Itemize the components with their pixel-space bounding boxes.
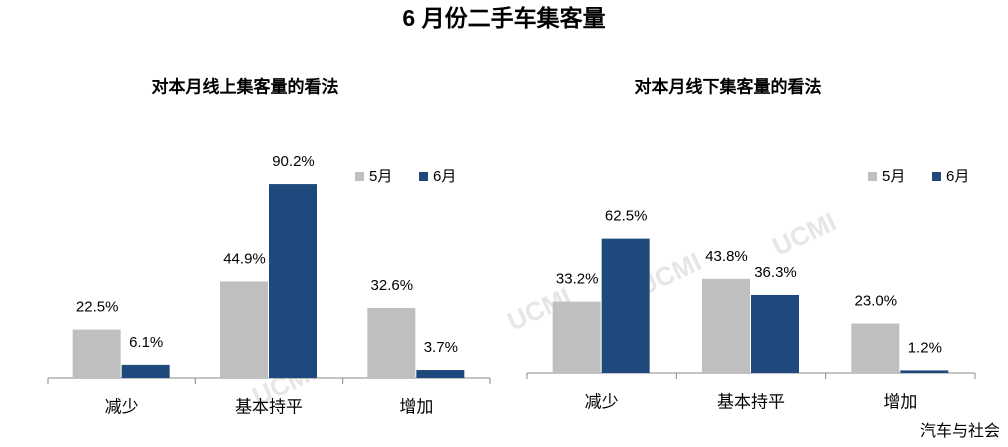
x-tick-label: 增加 (399, 397, 433, 416)
x-tick-label: 基本持平 (235, 397, 303, 416)
bar (751, 294, 799, 373)
legend-swatch (419, 172, 428, 181)
value-label: 33.2% (556, 271, 599, 288)
bar (121, 364, 170, 378)
source: 汽车与社会 (920, 422, 1000, 440)
chart-title: 对本月线上集客量的看法 (152, 76, 339, 96)
value-label: 6.1% (129, 334, 163, 351)
value-label: 32.6% (371, 277, 414, 294)
bar (601, 238, 650, 373)
bar (552, 301, 601, 373)
legend-label: 5月 (882, 168, 905, 185)
x-tick-label: 减少 (105, 397, 139, 416)
legend-label: 6月 (946, 168, 969, 185)
chart-title: 对本月线下集客量的看法 (635, 76, 822, 96)
legend-label: 5月 (369, 168, 392, 185)
bar (367, 307, 416, 378)
page-title: 6 月份二手车集客量 (402, 5, 605, 31)
value-label: 90.2% (272, 153, 315, 170)
legend-label: 6月 (433, 168, 456, 185)
bar (900, 370, 949, 373)
bar (851, 323, 900, 373)
x-tick-label: 减少 (585, 392, 619, 411)
legend-swatch (932, 172, 941, 181)
value-label: 23.0% (855, 293, 898, 310)
legend-swatch (355, 172, 364, 181)
legend-swatch (868, 172, 877, 181)
bar (72, 329, 121, 378)
watermark: UCMI (768, 206, 841, 261)
value-label: 1.2% (908, 339, 942, 356)
bar (220, 281, 268, 378)
value-label: 22.5% (76, 299, 119, 316)
bar (702, 278, 750, 373)
value-label: 43.8% (705, 248, 748, 265)
bar (269, 184, 317, 378)
value-label: 62.5% (605, 208, 648, 225)
x-tick-label: 基本持平 (717, 392, 785, 411)
value-label: 36.3% (754, 264, 797, 281)
value-label: 3.7% (424, 339, 458, 356)
value-label: 44.9% (223, 250, 266, 267)
bar (416, 370, 465, 378)
x-tick-label: 增加 (883, 392, 917, 411)
